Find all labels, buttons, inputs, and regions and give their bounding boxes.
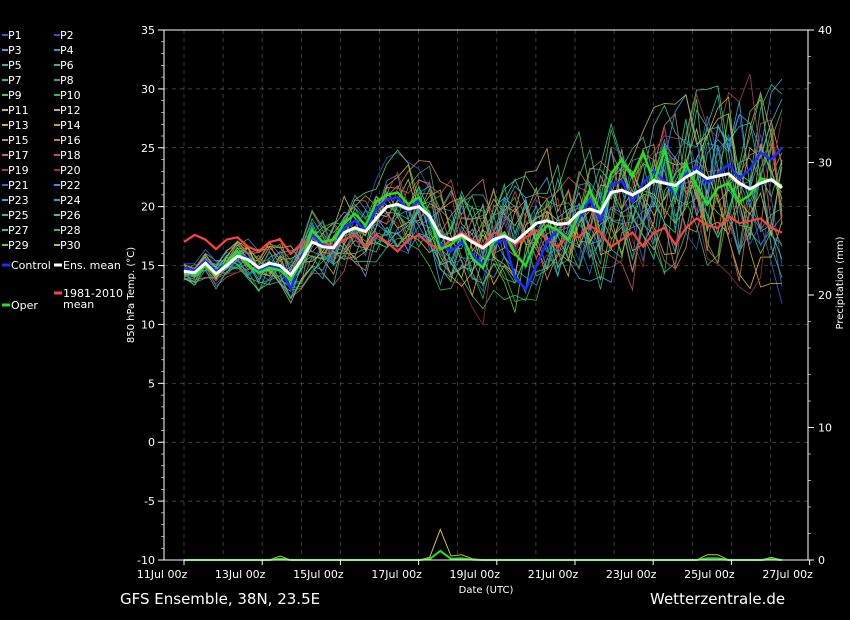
legend-label: P17 [8, 149, 29, 162]
legend-label: P21 [8, 179, 29, 192]
legend-label: P22 [60, 179, 81, 192]
legend-label: Control [11, 259, 51, 272]
legend-label: P2 [60, 29, 74, 42]
legend-label: P19 [8, 164, 29, 177]
y-tick-label: 10 [141, 318, 155, 331]
legend-label: P20 [60, 164, 81, 177]
legend-label: P15 [8, 134, 29, 147]
legend-label: P13 [8, 119, 29, 132]
y2-tick-label: 40 [818, 24, 832, 37]
y2-axis-label: Precipitation (mm) [835, 236, 846, 329]
x-axis-label: Date (UTC) [459, 585, 514, 596]
plot-frame [163, 29, 809, 561]
y-tick-label: 35 [141, 24, 155, 37]
legend-label: P4 [60, 44, 74, 57]
legend-label: P18 [60, 149, 81, 162]
legend-label: 1981-2010 [63, 287, 123, 300]
grid [164, 29, 808, 561]
legend: P1 P2 P3 P4 P5 P6 P7 P8 P9 P10 P11 P12 P13 P14 P15 P16 P… [2, 29, 123, 312]
member-line [183, 93, 783, 305]
legend-label: P25 [8, 209, 29, 222]
member-line [183, 94, 783, 282]
legend-label: Oper [11, 299, 38, 312]
legend-label: P24 [60, 194, 81, 207]
legend-label: P9 [8, 89, 22, 102]
y2-tick-label: 10 [818, 422, 832, 435]
legend-label: P28 [60, 224, 81, 237]
y-tick-label: -10 [137, 554, 155, 567]
y-tick-label: 0 [148, 436, 155, 449]
legend-label: P14 [60, 119, 81, 132]
legend-label: P26 [60, 209, 81, 222]
legend-label: P10 [60, 89, 81, 102]
x-tick-label: 11Jul 00z [137, 568, 188, 581]
legend-label: P29 [8, 239, 29, 252]
y2-axis: 40 30 20 10 0 [808, 24, 832, 567]
x-axis: 11Jul 00z 13Jul 00z 15Jul 00z 17Jul 00z 19Ju… [137, 560, 813, 581]
y-tick-label: 20 [141, 201, 155, 214]
legend-label: Ens. mean [63, 259, 121, 272]
series-line [183, 145, 783, 282]
x-tick-label: 19Jul 00z [450, 568, 501, 581]
x-tick-label: 17Jul 00z [371, 568, 422, 581]
legend-label: P7 [8, 74, 22, 87]
y-tick-label: -5 [144, 495, 155, 508]
y-tick-label: 15 [141, 260, 155, 273]
legend-label: P3 [8, 44, 22, 57]
legend-label: P27 [8, 224, 29, 237]
legend-label: P1 [8, 29, 22, 42]
y2-tick-label: 20 [818, 289, 832, 302]
member-line [183, 85, 783, 293]
x-tick-label: 15Jul 00z [293, 568, 344, 581]
y2-tick-label: 0 [818, 554, 825, 567]
legend-label: P16 [60, 134, 81, 147]
y2-tick-label: 30 [818, 157, 832, 170]
ensemble-members [183, 73, 783, 327]
y-tick-label: 5 [148, 377, 155, 390]
legend-label: P23 [8, 194, 29, 207]
legend-label: mean [63, 298, 94, 311]
y-tick-label: 25 [141, 142, 155, 155]
main-series [183, 145, 783, 293]
member-line [183, 112, 783, 283]
y-axis-label: 850 hPa Temp. (°C) [126, 247, 137, 343]
legend-label: P5 [8, 59, 22, 72]
footer-right: Wetterzentrale.de [650, 590, 785, 608]
x-tick-label: 25Jul 00z [684, 568, 735, 581]
legend-label: P11 [8, 104, 29, 117]
member-line [183, 150, 783, 300]
legend-label: P12 [60, 104, 81, 117]
x-tick-label: 27Jul 00z [762, 568, 813, 581]
legend-label: P8 [60, 74, 74, 87]
x-tick-label: 23Jul 00z [606, 568, 657, 581]
x-tick-label: 21Jul 00z [528, 568, 579, 581]
legend-label: P30 [60, 239, 81, 252]
y-axis: 35 30 25 20 15 10 5 0 -5 -10 [137, 24, 164, 567]
legend-label: P6 [60, 59, 74, 72]
y-tick-label: 30 [141, 83, 155, 96]
x-tick-label: 13Jul 00z [215, 568, 266, 581]
series-line [183, 169, 783, 278]
footer-left: GFS Ensemble, 38N, 23.5E [120, 590, 320, 608]
chart-title: Athens (GR) 850 hPa Temp. & Precipitatio… [161, 3, 708, 22]
